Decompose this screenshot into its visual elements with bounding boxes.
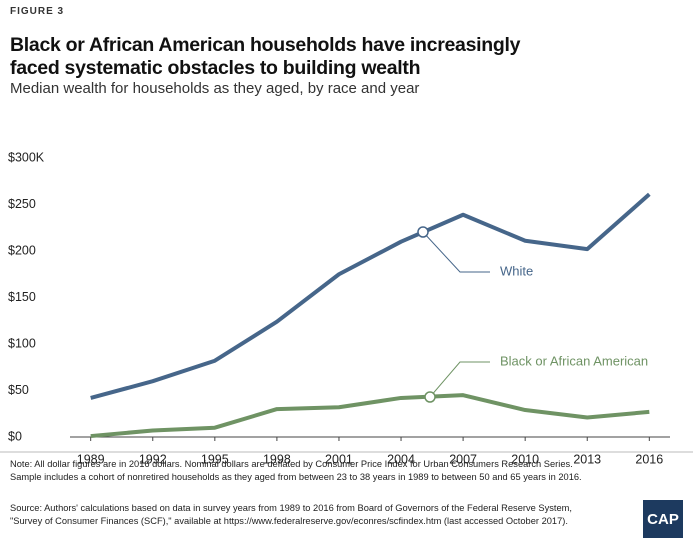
note: Note: All dollar figures are in 2016 dol…	[10, 459, 573, 469]
x-tick-label: 2013	[573, 452, 601, 466]
callout-marker	[417, 226, 429, 238]
logo: CAP	[647, 511, 679, 528]
logo-box	[643, 500, 683, 538]
note: Sample includes a cohort of nonretired h…	[10, 472, 582, 482]
source: Source: Authors' calculations based on d…	[10, 503, 572, 513]
chart-subtitle: Median wealth for households as they age…	[10, 80, 420, 97]
y-tick-label: $0	[8, 429, 22, 443]
chart-title: faced systematic obstacles to building w…	[10, 57, 421, 79]
callout-line	[422, 231, 490, 273]
callout-line	[429, 361, 490, 398]
y-tick-label: $200	[8, 243, 36, 257]
x-tick-label: 1995	[201, 452, 229, 466]
x-tick-label: 2010	[511, 452, 539, 466]
legend-label: White	[500, 263, 533, 278]
x-tick-label: 1998	[263, 452, 291, 466]
y-tick-label: $50	[8, 383, 29, 397]
x-tick-label: 2007	[449, 452, 477, 466]
x-tick-label: 2016	[635, 452, 663, 466]
x-tick-label: 2001	[325, 452, 353, 466]
y-tick-label: $300K	[8, 150, 45, 164]
x-tick-label: 2004	[387, 452, 415, 466]
figure-label: FIGURE 3	[10, 6, 65, 17]
legend-label: Black or African American	[500, 353, 648, 368]
y-tick-label: $100	[8, 336, 36, 350]
source: "Survey of Consumer Finances (SCF)," ava…	[10, 516, 568, 526]
data-line	[90, 192, 651, 400]
x-tick-label: 1992	[139, 452, 167, 466]
y-tick-label: $150	[8, 290, 36, 304]
chart-title: Black or African American households hav…	[10, 34, 521, 56]
y-tick-label: $250	[8, 197, 36, 211]
callout-marker	[424, 391, 436, 403]
x-tick-label: 1989	[77, 452, 105, 466]
data-line	[90, 393, 650, 439]
